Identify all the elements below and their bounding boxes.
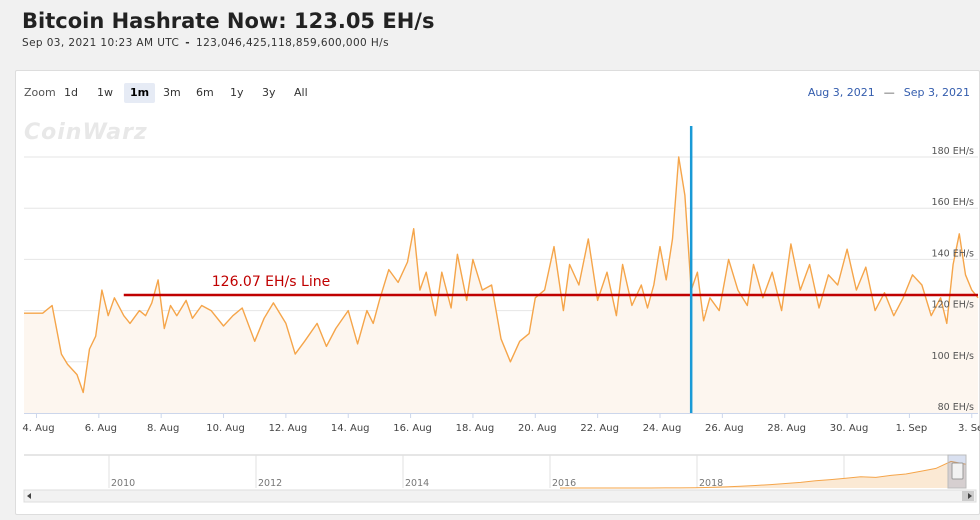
zoom-1d-button[interactable]: 1d <box>64 86 78 99</box>
zoom-all-button[interactable]: All <box>294 86 308 99</box>
x-tick-label: 12. Aug <box>269 423 308 434</box>
x-tick-label: 4. Aug <box>22 423 54 434</box>
x-tick-label: 22. Aug <box>580 423 619 434</box>
x-tick-label: 3. Sep <box>958 423 980 434</box>
x-tick-label: 28. Aug <box>767 423 806 434</box>
subtitle-separator: - <box>185 37 190 49</box>
hashrate-area <box>24 157 978 413</box>
coinwarz-watermark: CoinWarz <box>24 120 148 145</box>
raw-hashrate: 123,046,425,118,859,600,000 H/s <box>195 37 389 49</box>
scrollbar-track[interactable] <box>23 489 977 503</box>
timestamp: Sep 03, 2021 10:23 AM UTC <box>22 37 180 49</box>
navigator-area <box>560 461 966 488</box>
zoom-6m-button[interactable]: 6m <box>196 86 214 99</box>
y-tick-label: 100 EH/s <box>932 351 974 362</box>
navigator-year-label: 2012 <box>258 478 282 489</box>
subtitle: Sep 03, 2021 10:23 AM UTC -123,046,425,11… <box>22 37 389 49</box>
navigator-year-label: 2016 <box>552 478 576 489</box>
x-tick-label: 16. Aug <box>393 423 432 434</box>
scroll-right-icon[interactable] <box>968 493 972 499</box>
chart-card <box>15 70 980 515</box>
date-range: Aug 3, 2021 — Sep 3, 2021 <box>808 86 970 99</box>
page-title: Bitcoin Hashrate Now: 123.05 EH/s <box>22 9 435 33</box>
y-tick-label: 120 EH/s <box>932 300 974 311</box>
zoom-3y-button[interactable]: 3y <box>262 86 276 99</box>
y-tick-label: 160 EH/s <box>932 197 974 208</box>
x-tick-label: 24. Aug <box>643 423 682 434</box>
hashrate-line <box>24 156 979 394</box>
zoom-1y-button[interactable]: 1y <box>230 86 244 99</box>
x-tick-label: 10. Aug <box>206 423 245 434</box>
navigator-handle[interactable] <box>951 462 964 480</box>
x-tick-label: 30. Aug <box>830 423 869 434</box>
navigator-line <box>560 460 967 489</box>
navigator-year-label: 2014 <box>405 478 429 489</box>
zoom-1m-button[interactable]: 1m <box>124 83 156 103</box>
date-range-separator: — <box>883 86 895 99</box>
x-tick-label: 18. Aug <box>456 423 495 434</box>
x-tick-label: 6. Aug <box>85 423 117 434</box>
date-to[interactable]: Sep 3, 2021 <box>903 86 970 99</box>
y-tick-label: 80 EH/s <box>938 402 974 413</box>
x-tick-label: 1. Sep <box>896 423 928 434</box>
y-tick-label: 140 EH/s <box>932 248 974 259</box>
date-from[interactable]: Aug 3, 2021 <box>807 86 875 99</box>
navigator-year-label: 2018 <box>699 478 723 489</box>
x-tick-label: 20. Aug <box>518 423 557 434</box>
navigator-year-label: 2010 <box>111 478 135 489</box>
x-tick-label: 26. Aug <box>705 423 744 434</box>
zoom-label: Zoom <box>24 86 56 99</box>
reference-line-label: 126.07 EH/s Line <box>212 274 330 290</box>
scroll-left-icon[interactable] <box>27 493 31 499</box>
x-tick-label: 14. Aug <box>331 423 370 434</box>
y-tick-label: 180 EH/s <box>932 146 974 157</box>
x-tick-label: 8. Aug <box>147 423 179 434</box>
zoom-3m-button[interactable]: 3m <box>163 86 181 99</box>
zoom-1w-button[interactable]: 1w <box>97 86 113 99</box>
